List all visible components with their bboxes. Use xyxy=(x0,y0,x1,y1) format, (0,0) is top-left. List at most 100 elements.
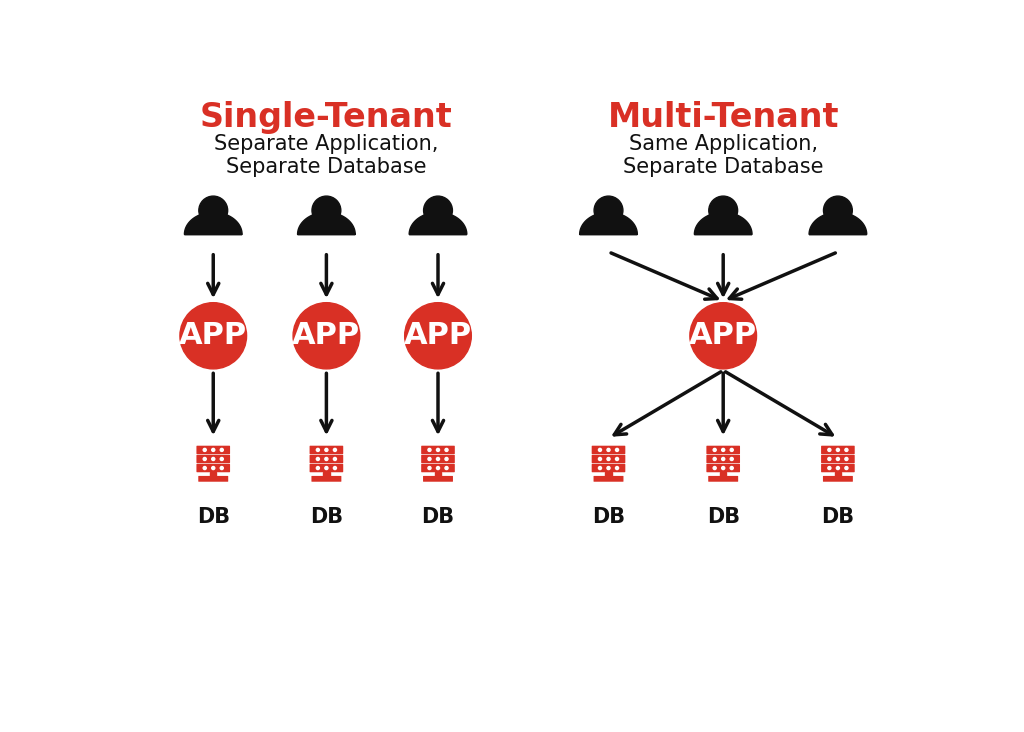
Circle shape xyxy=(598,466,601,469)
Circle shape xyxy=(445,458,449,460)
Circle shape xyxy=(220,449,223,452)
Text: APP: APP xyxy=(689,321,758,351)
FancyBboxPatch shape xyxy=(423,476,453,482)
Text: APP: APP xyxy=(292,321,360,351)
Circle shape xyxy=(837,458,840,460)
Circle shape xyxy=(722,449,725,452)
Circle shape xyxy=(436,449,439,452)
Polygon shape xyxy=(720,471,726,477)
Circle shape xyxy=(730,458,733,460)
Text: Single-Tenant: Single-Tenant xyxy=(200,101,453,134)
Text: Multi-Tenant: Multi-Tenant xyxy=(607,101,839,134)
FancyBboxPatch shape xyxy=(421,446,455,454)
Circle shape xyxy=(713,458,716,460)
Circle shape xyxy=(436,466,439,469)
Circle shape xyxy=(199,196,227,225)
Polygon shape xyxy=(435,471,441,477)
Text: DB: DB xyxy=(821,507,854,527)
FancyBboxPatch shape xyxy=(421,455,455,463)
Circle shape xyxy=(827,458,830,460)
Polygon shape xyxy=(184,212,242,234)
FancyBboxPatch shape xyxy=(707,455,740,463)
Circle shape xyxy=(722,458,725,460)
FancyBboxPatch shape xyxy=(823,476,853,482)
Circle shape xyxy=(220,466,223,469)
FancyBboxPatch shape xyxy=(821,446,855,454)
Polygon shape xyxy=(410,212,467,234)
FancyBboxPatch shape xyxy=(309,455,343,463)
Circle shape xyxy=(607,449,610,452)
Circle shape xyxy=(690,302,757,369)
Polygon shape xyxy=(580,212,637,234)
Circle shape xyxy=(607,466,610,469)
Circle shape xyxy=(334,449,337,452)
Text: Same Application,
Separate Database: Same Application, Separate Database xyxy=(623,134,823,177)
Circle shape xyxy=(713,449,716,452)
Circle shape xyxy=(823,196,852,225)
FancyBboxPatch shape xyxy=(594,476,624,482)
FancyBboxPatch shape xyxy=(707,464,740,472)
Circle shape xyxy=(615,466,618,469)
Polygon shape xyxy=(605,471,611,477)
Circle shape xyxy=(212,449,215,452)
Circle shape xyxy=(325,458,328,460)
Circle shape xyxy=(312,196,341,225)
Circle shape xyxy=(316,449,319,452)
FancyBboxPatch shape xyxy=(821,455,855,463)
Circle shape xyxy=(827,449,830,452)
Circle shape xyxy=(220,458,223,460)
FancyBboxPatch shape xyxy=(592,455,626,463)
FancyBboxPatch shape xyxy=(821,464,855,472)
FancyBboxPatch shape xyxy=(197,464,230,472)
Circle shape xyxy=(845,458,848,460)
Circle shape xyxy=(325,466,328,469)
FancyBboxPatch shape xyxy=(199,476,228,482)
Circle shape xyxy=(837,466,840,469)
Circle shape xyxy=(598,458,601,460)
Circle shape xyxy=(709,196,737,225)
FancyBboxPatch shape xyxy=(709,476,738,482)
Text: DB: DB xyxy=(422,507,455,527)
Text: DB: DB xyxy=(310,507,343,527)
Text: DB: DB xyxy=(592,507,625,527)
Polygon shape xyxy=(298,212,355,234)
Text: DB: DB xyxy=(197,507,229,527)
Text: APP: APP xyxy=(403,321,472,351)
Circle shape xyxy=(845,449,848,452)
Circle shape xyxy=(445,466,449,469)
FancyBboxPatch shape xyxy=(707,446,740,454)
Circle shape xyxy=(203,458,206,460)
Circle shape xyxy=(428,466,431,469)
Circle shape xyxy=(837,449,840,452)
Circle shape xyxy=(316,466,319,469)
FancyBboxPatch shape xyxy=(197,446,230,454)
Circle shape xyxy=(445,449,449,452)
Circle shape xyxy=(845,466,848,469)
Circle shape xyxy=(827,466,830,469)
Text: Separate Application,
Separate Database: Separate Application, Separate Database xyxy=(214,134,438,177)
Circle shape xyxy=(212,458,215,460)
Polygon shape xyxy=(324,471,330,477)
Circle shape xyxy=(615,458,618,460)
Circle shape xyxy=(730,466,733,469)
FancyBboxPatch shape xyxy=(592,446,626,454)
Circle shape xyxy=(293,302,359,369)
Polygon shape xyxy=(809,212,866,234)
Circle shape xyxy=(334,466,337,469)
FancyBboxPatch shape xyxy=(197,455,230,463)
Circle shape xyxy=(730,449,733,452)
Circle shape xyxy=(607,458,610,460)
Polygon shape xyxy=(835,471,841,477)
Circle shape xyxy=(212,466,215,469)
Circle shape xyxy=(428,449,431,452)
FancyBboxPatch shape xyxy=(592,464,626,472)
Circle shape xyxy=(203,466,206,469)
Circle shape xyxy=(404,302,471,369)
Circle shape xyxy=(180,302,247,369)
Circle shape xyxy=(203,449,206,452)
Circle shape xyxy=(334,458,337,460)
Circle shape xyxy=(615,449,618,452)
Polygon shape xyxy=(694,212,752,234)
Circle shape xyxy=(722,466,725,469)
Circle shape xyxy=(713,466,716,469)
